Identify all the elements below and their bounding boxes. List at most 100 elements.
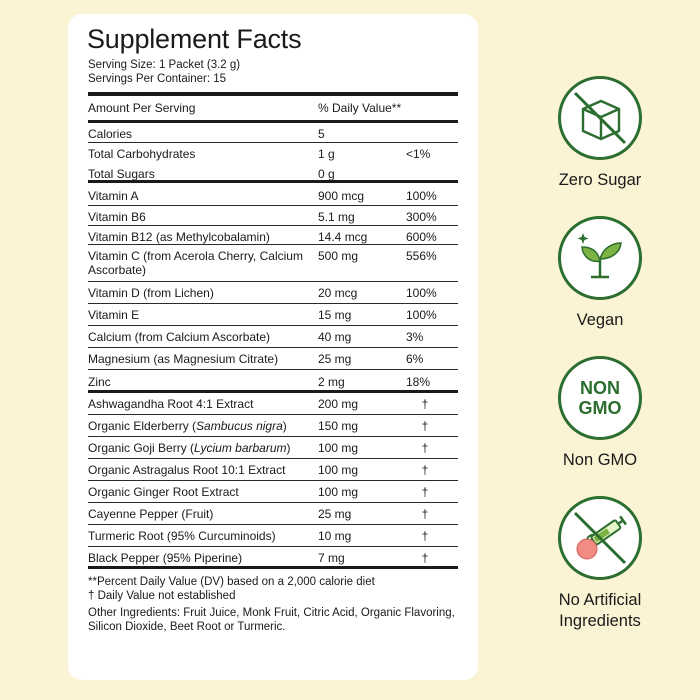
servings-per-container: Servings Per Container: 15 <box>88 73 227 85</box>
badge-label: Vegan <box>576 311 624 329</box>
dagger-mark: † <box>421 419 429 433</box>
botanical-amount: 100 mg <box>318 463 359 477</box>
serving-info: Serving Size: 1 Packet (3.2 g) Servings … <box>88 58 458 86</box>
non-gmo-icon: NON GMO <box>558 356 642 440</box>
badge-no-artificial: No Artificial Ingredients <box>540 496 660 632</box>
table-row: Total Carbohydrates 1 g <1% <box>88 143 458 165</box>
nutrient-name: Vitamin C (from Acerola Cherry, Calcium … <box>88 249 303 277</box>
nutrient-name: Vitamin D (from Lichen) <box>88 286 214 300</box>
table-row: Organic Goji Berry (Lycium barbarum) 100… <box>88 437 458 459</box>
non-gmo-badge-text: NON GMO <box>578 378 622 418</box>
nutrient-dv: 556% <box>406 249 437 263</box>
table-row: Cayenne Pepper (Fruit) 25 mg † <box>88 503 458 525</box>
botanical-name: Organic Elderberry (Sambucus nigra) <box>88 419 287 433</box>
botanical-amount: 25 mg <box>318 507 352 521</box>
table-header: Amount Per Serving % Daily Value** <box>88 96 458 120</box>
panel-title: Supplement Facts <box>87 24 302 54</box>
medium-divider <box>88 120 458 123</box>
nutrient-amount: 25 mg <box>318 352 352 366</box>
dagger-mark: † <box>421 397 429 411</box>
nutrient-name: Calories <box>88 127 133 141</box>
botanical-name: Ashwagandha Root 4:1 Extract <box>88 397 254 411</box>
botanical-name: Black Pepper (95% Piperine) <box>88 551 243 565</box>
botanical-amount: 10 mg <box>318 529 352 543</box>
thick-divider <box>88 92 458 96</box>
footnote-dagger: † Daily Value not established <box>88 590 236 602</box>
table-row: Magnesium (as Magnesium Citrate) 25 mg 6… <box>88 348 458 370</box>
nutrient-name: Total Carbohydrates <box>88 147 196 161</box>
other-ingredients: Other Ingredients: Fruit Juice, Monk Fru… <box>88 607 455 633</box>
table-row: Zinc 2 mg 18% <box>88 370 458 393</box>
table-row: Organic Elderberry (Sambucus nigra) 150 … <box>88 415 458 437</box>
botanical-amount: 150 mg <box>318 419 359 433</box>
nutrient-dv: 100% <box>406 189 437 203</box>
badge-label: Zero Sugar <box>558 171 642 189</box>
dagger-mark: † <box>421 529 429 543</box>
nutrient-amount: 2 mg <box>318 375 345 389</box>
nutrient-name: Magnesium (as Magnesium Citrate) <box>88 352 279 366</box>
table-row: Vitamin D (from Lichen) 20 mcg 100% <box>88 282 458 304</box>
nutrient-amount: 40 mg <box>318 330 352 344</box>
supplement-facts-panel: Supplement Facts Serving Size: 1 Packet … <box>68 14 478 680</box>
nutrient-amount: 20 mcg <box>318 286 358 300</box>
footnotes: **Percent Daily Value (DV) based on a 2,… <box>88 575 458 634</box>
nutrient-dv: 100% <box>406 308 437 322</box>
table-row: Turmeric Root (95% Curcuminoids) 10 mg † <box>88 525 458 547</box>
table-row: Vitamin B12 (as Methylcobalamin) 14.4 mc… <box>88 226 458 245</box>
dagger-mark: † <box>421 463 429 477</box>
badge-zero-sugar: Zero Sugar <box>540 76 660 191</box>
botanical-name: Organic Astragalus Root 10:1 Extract <box>88 463 286 477</box>
nutrient-dv: 3% <box>406 330 424 344</box>
nutrient-name: Vitamin B12 (as Methylcobalamin) <box>88 230 270 244</box>
badge-label: No Artificial Ingredients <box>558 591 642 630</box>
nutrient-amount: 14.4 mcg <box>318 230 368 244</box>
botanical-name: Organic Goji Berry (Lycium barbarum) <box>88 441 291 455</box>
botanical-amount: 100 mg <box>318 485 359 499</box>
nutrient-name: Vitamin B6 <box>88 210 146 224</box>
nutrient-dv: 600% <box>406 230 437 244</box>
table-row: Black Pepper (95% Piperine) 7 mg † <box>88 547 458 569</box>
botanical-amount: 7 mg <box>318 551 345 565</box>
dagger-mark: † <box>421 551 429 565</box>
nutrient-dv: 300% <box>406 210 437 224</box>
nutrient-amount: 5.1 mg <box>318 210 355 224</box>
nutrient-dv: 100% <box>406 286 437 300</box>
serving-size: Serving Size: 1 Packet (3.2 g) <box>88 59 241 71</box>
table-row: Ashwagandha Root 4:1 Extract 200 mg † <box>88 393 458 415</box>
footnote-daily-value: **Percent Daily Value (DV) based on a 2,… <box>88 576 375 588</box>
table-row: Calories 5 <box>88 123 458 143</box>
botanical-name: Turmeric Root (95% Curcuminoids) <box>88 529 276 543</box>
table-row: Vitamin C (from Acerola Cherry, Calcium … <box>88 245 458 282</box>
nutrient-dv: 6% <box>406 352 424 366</box>
nutrient-name: Vitamin A <box>88 189 139 203</box>
header-amount-per-serving: Amount Per Serving <box>88 101 196 115</box>
dagger-mark: † <box>421 507 429 521</box>
table-row: Vitamin A 900 mcg 100% <box>88 183 458 206</box>
badge-circle <box>558 76 642 160</box>
crossed-sugar-cube-icon <box>573 91 627 145</box>
table-row: Vitamin E 15 mg 100% <box>88 304 458 326</box>
nutrient-name: Vitamin E <box>88 308 140 322</box>
botanical-amount: 200 mg <box>318 397 359 411</box>
nutrient-dv: <1% <box>406 147 431 161</box>
badge-circle <box>558 496 642 580</box>
header-daily-value: % Daily Value** <box>318 101 402 115</box>
crossed-syringe-peach-icon <box>573 511 627 565</box>
nutrient-name: Zinc <box>88 375 111 389</box>
table-row: Calcium (from Calcium Ascorbate) 40 mg 3… <box>88 326 458 348</box>
nutrient-amount: 5 <box>318 127 325 141</box>
table-row: Vitamin B6 5.1 mg 300% <box>88 206 458 226</box>
nutrient-dv: 18% <box>406 375 431 389</box>
botanical-amount: 100 mg <box>318 441 359 455</box>
sprout-icon <box>577 233 622 279</box>
nutrient-amount: 900 mcg <box>318 189 365 203</box>
badge-circle <box>558 216 642 300</box>
badge-label: Non GMO <box>562 451 638 469</box>
nutrient-amount: 15 mg <box>318 308 352 322</box>
table-row: Organic Ginger Root Extract 100 mg † <box>88 481 458 503</box>
nutrient-name: Total Sugars <box>88 167 155 181</box>
badge-non-gmo: NON GMO Non GMO <box>540 356 660 471</box>
badge-vegan: Vegan <box>540 216 660 331</box>
nutrient-amount: 500 mg <box>318 249 359 263</box>
nutrient-amount: 0 g <box>318 167 335 181</box>
